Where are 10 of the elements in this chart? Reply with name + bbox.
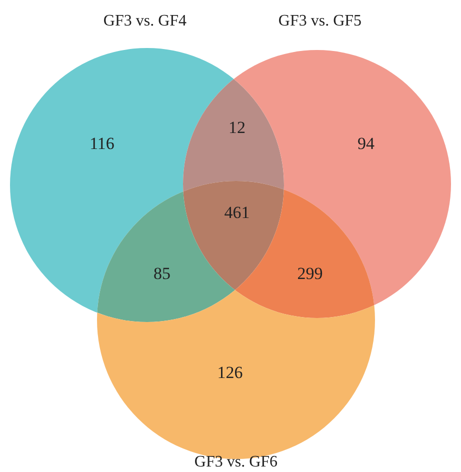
data-label: 126 [217,363,243,382]
data-label: 116 [90,134,114,154]
data-label: 85 [154,264,170,284]
data-label: 12 [228,118,246,138]
text: GF3 vs. GF4 [103,12,187,30]
text: GF3 vs. GF6 [194,454,278,471]
data-label: 299 [297,264,323,284]
data-label: 461 [224,203,250,222]
text: GF3 vs. GF5 [278,12,362,30]
data-label: 94 [358,134,375,154]
